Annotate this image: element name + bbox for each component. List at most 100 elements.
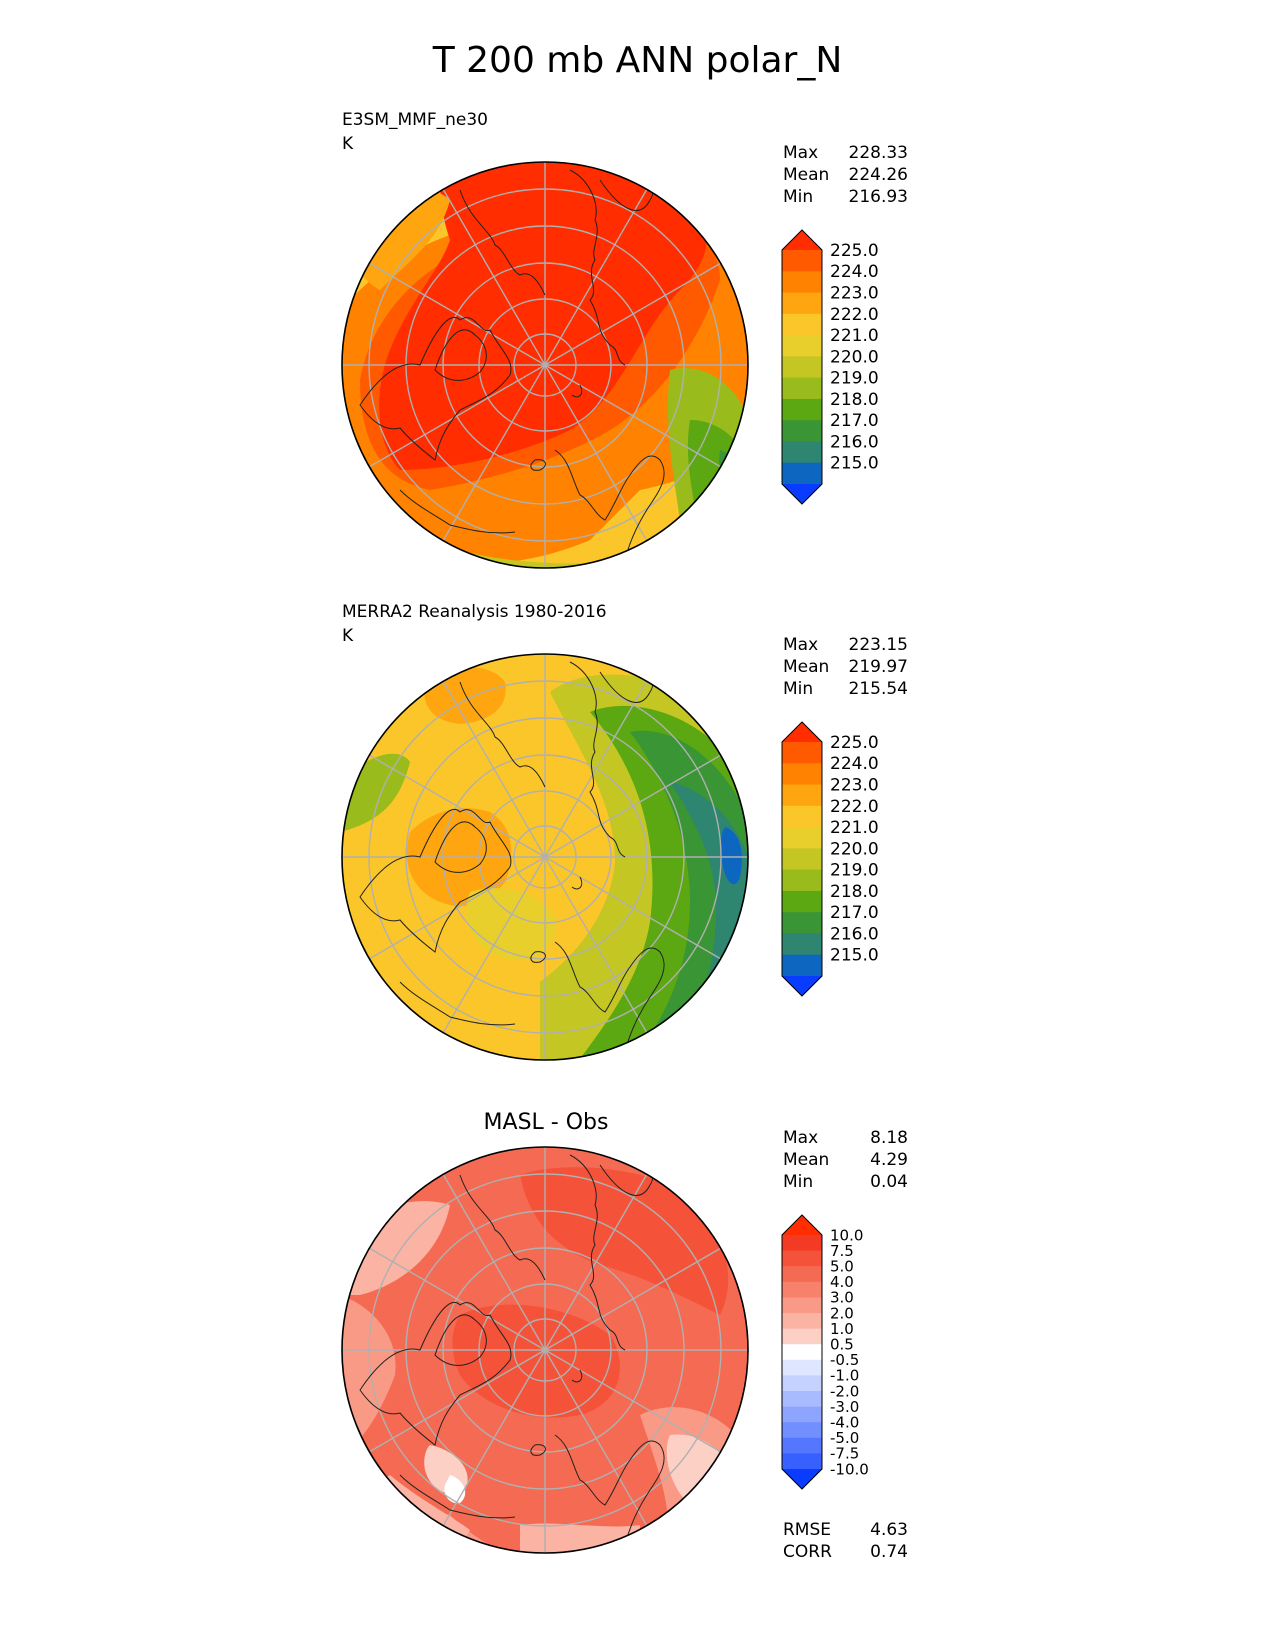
colorbar-tick-label: 224.0 xyxy=(830,754,879,774)
colorbar-tick-label: 220.0 xyxy=(830,347,879,367)
colorbar-model: 225.0224.0223.0222.0221.0220.0219.0218.0… xyxy=(781,229,879,505)
stat-label-max: Max xyxy=(783,143,819,163)
stat-label-min: Min xyxy=(783,187,814,207)
colorbar-tick-label: 215.0 xyxy=(830,946,879,966)
colorbar-segment xyxy=(782,784,822,807)
stat-value-mean: 219.97 xyxy=(848,657,908,677)
stat-value-max: 228.33 xyxy=(848,143,908,163)
panel-2-units: K xyxy=(342,626,354,646)
colorbar-tick-label: -3.0 xyxy=(830,1398,859,1416)
stat-value-max: 223.15 xyxy=(848,635,908,655)
colorbar-tick-label: -4.0 xyxy=(830,1413,859,1431)
colorbar-tick-label: 4.0 xyxy=(830,1273,854,1291)
graticule-diff xyxy=(342,1147,748,1553)
colorbar-diff: 10.07.55.04.03.02.01.00.5-0.5-1.0-2.0-3.… xyxy=(781,1214,869,1490)
colorbar-segment xyxy=(782,1437,822,1454)
stat-label-mean: Mean xyxy=(783,165,830,185)
stat-label-min: Min xyxy=(783,1172,814,1192)
colorbar-tick-label: 219.0 xyxy=(830,369,879,389)
colorbar-segment xyxy=(782,1406,822,1423)
polar-map-obs xyxy=(341,653,749,1061)
colorbar-extend-max xyxy=(782,230,822,250)
stat-value-mean: 4.29 xyxy=(870,1150,908,1170)
colorbar-tick-label: 218.0 xyxy=(830,882,879,902)
colorbar-segment xyxy=(782,742,822,764)
colorbar-segment xyxy=(782,462,822,485)
stat-value-rmse: 4.63 xyxy=(870,1520,908,1540)
colorbar-segment xyxy=(782,398,822,421)
colorbar-extend-min xyxy=(782,1469,822,1489)
colorbar-tick-label: 218.0 xyxy=(830,390,879,410)
colorbar-segment xyxy=(782,250,822,272)
colorbar-tick-label: 2.0 xyxy=(830,1304,854,1322)
colorbar-extend-max xyxy=(782,1215,822,1235)
colorbar-segment xyxy=(782,1297,822,1314)
colorbar-tick-label: 222.0 xyxy=(830,305,879,325)
figure-title: T 200 mb ANN polar_N xyxy=(432,40,843,81)
colorbar-segment xyxy=(782,292,822,315)
colorbar-extend-min xyxy=(782,484,822,504)
colorbar-tick-label: 216.0 xyxy=(830,432,879,452)
stat-label-max: Max xyxy=(783,1128,819,1148)
colorbar-tick-label: 221.0 xyxy=(830,818,879,838)
colorbar-segment xyxy=(782,1422,822,1439)
colorbar-tick-label: 223.0 xyxy=(830,283,879,303)
map-border-diff xyxy=(341,1146,749,1554)
colorbar-segment xyxy=(782,1359,822,1376)
colorbar-segment xyxy=(782,890,822,913)
colorbar-tick-label: -10.0 xyxy=(830,1460,869,1478)
colorbar-segment xyxy=(782,1453,822,1470)
colorbar-segment xyxy=(782,1391,822,1408)
colorbar-segment xyxy=(782,1344,822,1361)
colorbar-segment xyxy=(782,377,822,400)
panel-3-title: MASL - Obs xyxy=(483,1110,609,1135)
colorbar-tick-label: 217.0 xyxy=(830,411,879,431)
coastlines-model xyxy=(359,164,665,561)
colorbar-tick-label: 3.0 xyxy=(830,1289,854,1307)
colorbar-segment xyxy=(782,869,822,892)
colorbar-tick-label: 223.0 xyxy=(830,775,879,795)
colorbar-segment xyxy=(782,1328,822,1345)
colorbar-tick-label: -2.0 xyxy=(830,1382,859,1400)
stat-label-rmse: RMSE xyxy=(783,1520,832,1540)
colorbar-tick-label: 10.0 xyxy=(830,1226,863,1244)
stat-value-mean: 224.26 xyxy=(848,165,908,185)
colorbar-tick-label: 222.0 xyxy=(830,797,879,817)
colorbar-segment xyxy=(782,1375,822,1392)
colorbar-tick-label: 225.0 xyxy=(830,733,879,753)
stat-value-max: 8.18 xyxy=(870,1128,908,1148)
colorbar-segment xyxy=(782,1235,822,1252)
colorbar-tick-label: 217.0 xyxy=(830,903,879,923)
stat-value-min: 215.54 xyxy=(848,679,908,699)
stat-label-mean: Mean xyxy=(783,657,830,677)
colorbar-segment xyxy=(782,271,822,294)
colorbar-segment xyxy=(782,912,822,935)
colorbar-tick-label: 220.0 xyxy=(830,839,879,859)
colorbar-tick-label: -1.0 xyxy=(830,1367,859,1385)
colorbar-segment xyxy=(782,1313,822,1330)
colorbar-tick-label: 5.0 xyxy=(830,1257,854,1275)
colorbar-segment xyxy=(782,805,822,828)
colorbar-outline xyxy=(781,1214,823,1490)
colorbar-segment xyxy=(782,848,822,871)
stat-label-corr: CORR xyxy=(783,1542,832,1562)
colorbar-tick-label: 1.0 xyxy=(830,1320,854,1338)
colorbar-tick-label: -7.5 xyxy=(830,1445,859,1463)
colorbar-segment xyxy=(782,827,822,849)
colorbar-segment xyxy=(782,933,822,956)
colorbar-tick-label: -0.5 xyxy=(830,1351,859,1369)
colorbar-extend-min xyxy=(782,976,822,996)
stat-label-mean: Mean xyxy=(783,1150,830,1170)
colorbar-tick-label: 224.0 xyxy=(830,262,879,282)
colorbar-segment xyxy=(782,441,822,464)
colorbar-segment xyxy=(782,1266,822,1283)
stat-value-corr: 0.74 xyxy=(870,1542,908,1562)
colorbar-tick-label: 215.0 xyxy=(830,454,879,474)
colorbar-segment xyxy=(782,335,822,357)
colorbar-segment xyxy=(782,356,822,379)
colorbar-tick-label: -5.0 xyxy=(830,1429,859,1447)
colorbar-segment xyxy=(782,763,822,786)
colorbar-segment xyxy=(782,420,822,443)
map-border-obs xyxy=(341,653,749,1061)
coastlines-obs xyxy=(359,656,665,1053)
